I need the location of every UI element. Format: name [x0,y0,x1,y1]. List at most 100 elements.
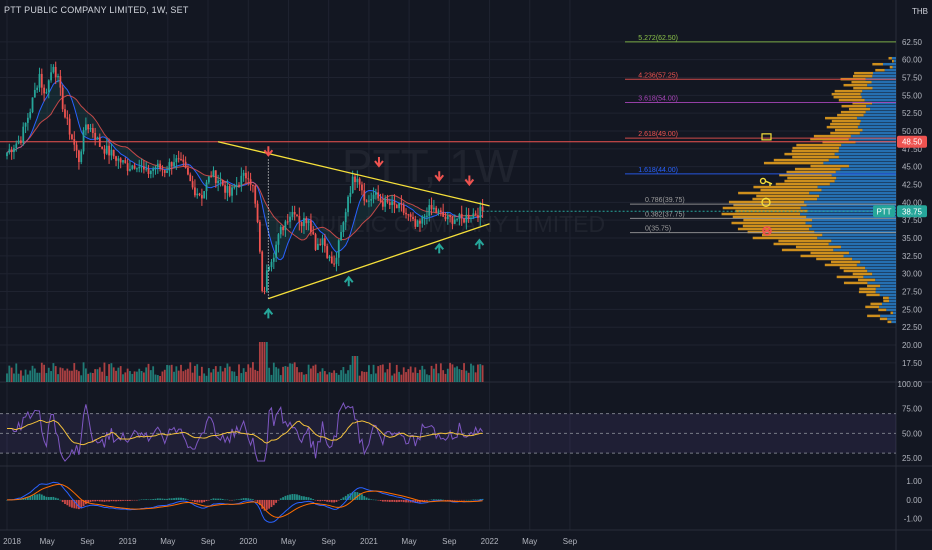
volume-bar [261,342,264,382]
macd-histogram-bar [328,499,331,502]
profile-row-up [809,227,896,231]
candle-body [377,192,380,199]
volume-bar [145,367,148,382]
candle-body [13,148,15,153]
profile-row-up [831,239,896,243]
profile-row-down [742,224,812,228]
profile-row-up [828,242,896,246]
candle-body [84,124,87,131]
candle-body [391,201,394,206]
price-tick-label: 25.00 [902,305,923,314]
volume-bar [66,368,69,382]
candle-body [312,231,315,235]
candle-body [80,151,83,163]
profile-row-up [819,194,896,198]
macd-histogram-bar [68,499,71,507]
volume-bar [200,366,203,382]
volume-bar [474,372,477,382]
volume-bar [73,363,76,382]
profile-row-down [851,80,872,84]
volume-bar [117,367,120,382]
macd-histogram-bar [119,499,122,502]
volume-bar [96,369,99,382]
profile-row-down [843,83,868,87]
candle-body [453,219,456,224]
profile-row-up [805,221,896,225]
volume-bar [258,342,261,382]
volume-bar [207,368,210,382]
candle-body [432,207,435,210]
volume-bar [205,375,208,382]
candle-body [231,187,233,196]
candle-body [439,210,442,212]
volume-bar [463,363,465,382]
trend-lines[interactable] [217,141,490,300]
volume-bar [252,362,254,382]
profile-row-up [862,89,896,93]
macd-histogram-bar [187,499,189,500]
volume-bar [68,370,71,382]
volume-bar [24,369,27,382]
candle-body [347,196,349,213]
volume-bar [321,368,324,382]
candle-body [166,170,168,173]
profile-row-up [817,197,896,201]
macd-histogram-bar [330,499,333,503]
macd-histogram-bar [398,499,400,502]
volume-bar [365,371,368,382]
volume-bar [45,373,48,382]
target-icon [761,197,771,208]
time-tick-label: 2018 [3,537,21,546]
volume-bar [282,366,284,382]
candle-body [372,194,375,199]
candle-body [472,213,475,218]
volume-bar [214,366,217,382]
macd-histogram-bar [105,499,108,502]
macd-histogram-bar [124,499,127,501]
volume-bar [57,374,59,382]
profile-row-down [843,269,868,273]
macd-histogram-bar [73,499,76,509]
candle-body [168,162,171,171]
profile-row-up [840,167,896,171]
macd-histogram-bar [240,498,243,500]
candle-body [421,216,424,224]
volume-bar [168,365,171,382]
profile-row-up [893,59,896,63]
candle-body [256,203,259,222]
candle-body [405,212,407,215]
volume-bar [8,365,11,382]
macd-histogram-bar [52,496,55,500]
candle-body [465,214,468,223]
candle-body [307,220,310,224]
candle-body [59,76,62,88]
candle-body [52,66,55,73]
candle-body [395,204,398,209]
profile-row-up [879,293,896,297]
candle-body [235,184,238,188]
macd-histogram-bar [279,498,282,500]
candle-body [428,205,431,216]
macd-histogram-bar [460,499,463,501]
volume-bar [342,367,345,382]
macd-histogram-bar [342,497,345,500]
profile-row-down [854,71,873,75]
volume-bar [154,374,157,382]
macd-histogram-bar [71,499,73,508]
candle-body [224,185,226,193]
candle-body [152,168,155,171]
volume-bar [175,366,178,382]
candle-body [108,145,110,156]
profile-row-down [837,113,864,117]
fibonacci-extension[interactable]: 5.272(62.50) 4.236(57.25) 3.618(54.00) 2.61… [0,35,896,234]
profile-row-up [834,179,896,183]
profile-row-up [882,62,896,66]
volume-bar [115,370,117,382]
profile-row-up [866,104,896,108]
symbol-header[interactable]: PTT PUBLIC COMPANY LIMITED, 1W, SET [4,5,189,15]
volume-bar [363,371,366,382]
macd-histogram-bar [117,499,120,502]
volume-bar [432,368,435,382]
profile-row-up [835,170,896,174]
